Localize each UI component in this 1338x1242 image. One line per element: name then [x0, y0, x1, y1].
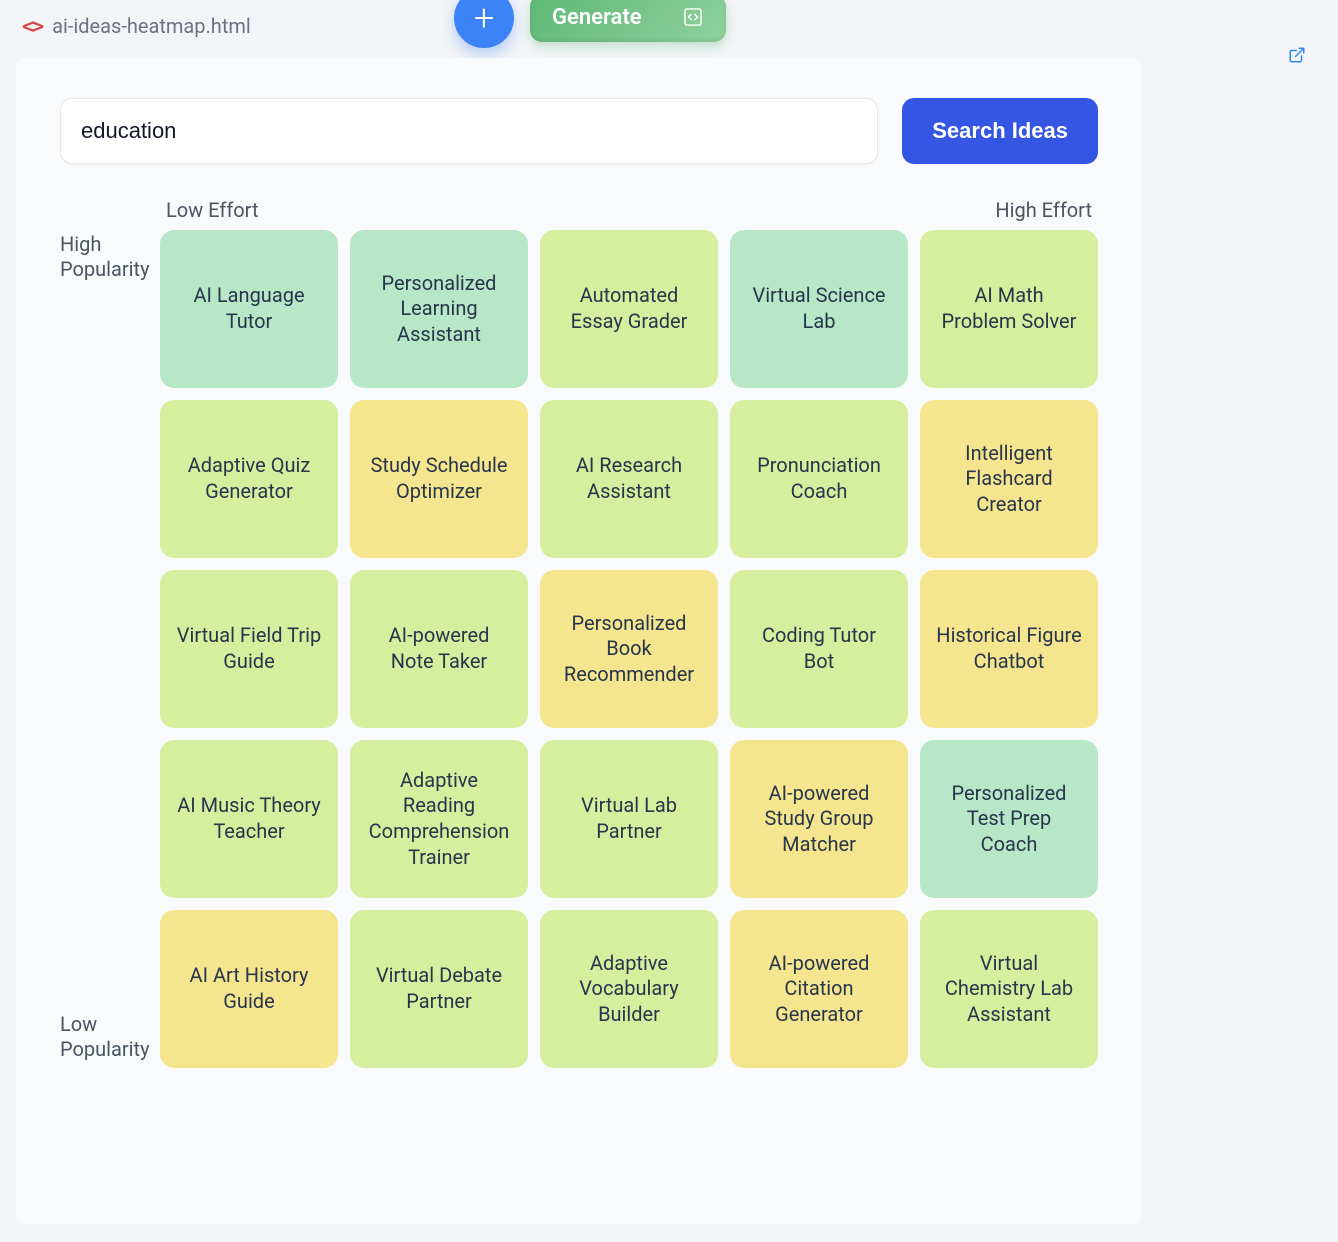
- heatmap-cell[interactable]: AI-powered Study Group Matcher: [730, 740, 908, 898]
- y-axis-top-label: HighPopularity: [60, 232, 160, 282]
- heatmap-cell[interactable]: Automated Essay Grader: [540, 230, 718, 388]
- heatmap-cell[interactable]: Study Schedule Optimizer: [350, 400, 528, 558]
- heatmap-cell[interactable]: Historical Figure Chatbot: [920, 570, 1098, 728]
- heatmap-cell[interactable]: Virtual Science Lab: [730, 230, 908, 388]
- heatmap-cell[interactable]: Personalized Book Recommender: [540, 570, 718, 728]
- x-axis-right-label: High Effort: [995, 198, 1092, 222]
- heatmap-cell[interactable]: Intelligent Flashcard Creator: [920, 400, 1098, 558]
- heatmap-cell[interactable]: AI Math Problem Solver: [920, 230, 1098, 388]
- heatmap-cell[interactable]: Coding Tutor Bot: [730, 570, 908, 728]
- heatmap-cell[interactable]: AI Language Tutor: [160, 230, 338, 388]
- code-file-icon: <>: [22, 14, 42, 38]
- x-axis-left-label: Low Effort: [166, 198, 258, 222]
- plus-icon: +: [474, 0, 494, 39]
- search-input[interactable]: [60, 98, 878, 164]
- heatmap: Low Effort High Effort HighPopularity Lo…: [60, 198, 1098, 1068]
- x-axis-labels: Low Effort High Effort: [160, 198, 1098, 222]
- heatmap-grid: AI Language TutorPersonalized Learning A…: [160, 230, 1098, 1068]
- search-button[interactable]: Search Ideas: [902, 98, 1098, 164]
- heatmap-cell[interactable]: Personalized Test Prep Coach: [920, 740, 1098, 898]
- heatmap-cell[interactable]: Adaptive Vocabulary Builder: [540, 910, 718, 1068]
- code-box-icon: [682, 6, 704, 28]
- generate-button-label: Generate: [552, 5, 642, 30]
- heatmap-cell[interactable]: Virtual Chemistry Lab Assistant: [920, 910, 1098, 1068]
- y-axis-bottom-label: LowPopularity: [60, 1012, 160, 1062]
- heatmap-cell[interactable]: Virtual Lab Partner: [540, 740, 718, 898]
- add-button[interactable]: +: [454, 0, 514, 48]
- search-row: Search Ideas: [60, 98, 1098, 164]
- heatmap-cell[interactable]: AI Music Theory Teacher: [160, 740, 338, 898]
- heatmap-cell[interactable]: AI Research Assistant: [540, 400, 718, 558]
- generate-button[interactable]: Generate: [530, 0, 726, 42]
- heatmap-cell[interactable]: AI-powered Note Taker: [350, 570, 528, 728]
- open-external-icon[interactable]: [1288, 46, 1306, 64]
- heatmap-cell[interactable]: Pronunciation Coach: [730, 400, 908, 558]
- tab-filename[interactable]: ai-ideas-heatmap.html: [52, 14, 251, 38]
- top-controls: + Generate: [454, 0, 726, 48]
- heatmap-cell[interactable]: Personalized Learning Assistant: [350, 230, 528, 388]
- heatmap-cell[interactable]: Adaptive Reading Comprehension Trainer: [350, 740, 528, 898]
- content-card: Search Ideas Low Effort High Effort High…: [16, 58, 1142, 1224]
- heatmap-cell[interactable]: AI-powered Citation Generator: [730, 910, 908, 1068]
- heatmap-cell[interactable]: AI Art History Guide: [160, 910, 338, 1068]
- heatmap-cell[interactable]: Virtual Field Trip Guide: [160, 570, 338, 728]
- heatmap-cell[interactable]: Adaptive Quiz Generator: [160, 400, 338, 558]
- heatmap-cell[interactable]: Virtual Debate Partner: [350, 910, 528, 1068]
